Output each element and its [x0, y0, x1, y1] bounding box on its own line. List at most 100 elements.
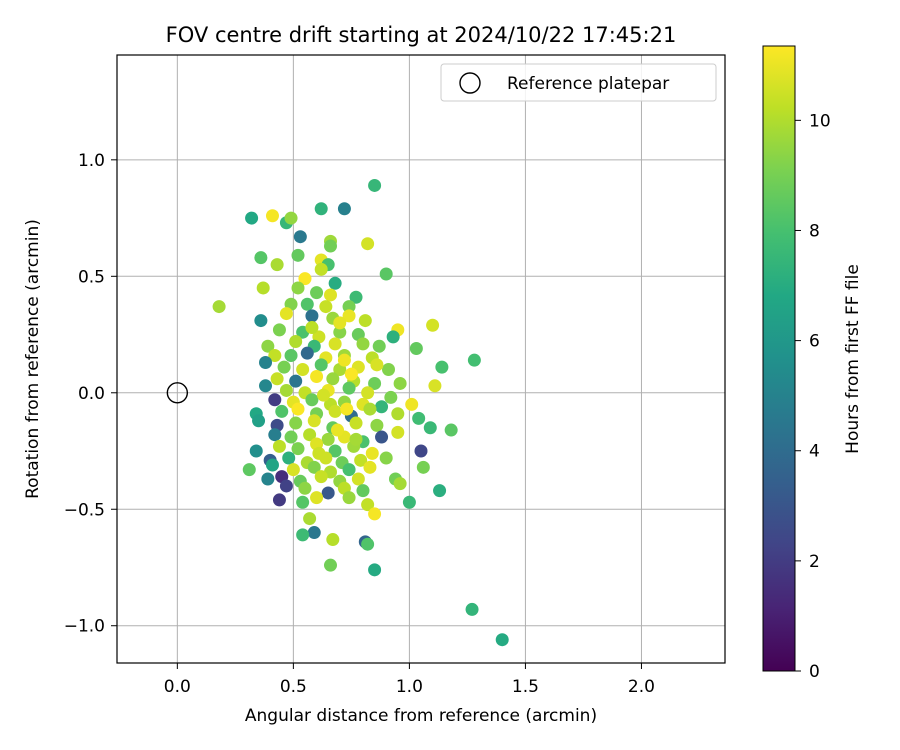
data-point	[363, 402, 377, 416]
data-point	[310, 369, 324, 383]
x-axis-label: Angular distance from reference (arcmin)	[245, 706, 597, 726]
grid	[117, 55, 725, 663]
x-tick-label: 2.0	[628, 677, 655, 697]
data-point	[495, 633, 509, 647]
data-point	[314, 202, 328, 216]
data-point	[259, 379, 273, 393]
data-point	[307, 460, 321, 474]
y-tick-label: 0.5	[78, 267, 105, 287]
data-point	[423, 421, 437, 435]
data-point	[300, 297, 314, 311]
y-tick-label: −1.0	[64, 617, 105, 637]
data-point	[467, 353, 481, 367]
data-point	[284, 430, 298, 444]
data-point	[291, 442, 305, 456]
data-point	[254, 314, 268, 328]
data-point	[368, 507, 382, 521]
data-point	[368, 563, 382, 577]
x-axis-ticks: 0.0 0.5 1.0 1.5 2.0	[164, 663, 655, 697]
y-tick-label: 0.0	[78, 384, 105, 404]
legend-label-reference: Reference platepar	[507, 74, 669, 94]
data-point	[365, 446, 379, 460]
colorbar-ticks: 0 2 4 6 8 10	[795, 111, 831, 682]
data-point	[319, 300, 333, 314]
data-points	[212, 178, 509, 647]
data-point	[298, 481, 312, 495]
colorbar-tick-label: 4	[809, 442, 820, 462]
data-point	[291, 402, 305, 416]
data-point	[291, 281, 305, 295]
data-point	[279, 479, 293, 493]
y-tick-label: −0.5	[64, 500, 105, 520]
data-point	[314, 262, 328, 276]
data-point	[342, 309, 356, 323]
data-point	[361, 237, 375, 251]
y-tick-label: 1.0	[78, 151, 105, 171]
data-point	[275, 404, 289, 418]
data-point	[277, 360, 291, 374]
data-point	[270, 258, 284, 272]
data-point	[296, 528, 310, 542]
data-point	[342, 300, 356, 314]
data-point	[375, 400, 389, 414]
data-point	[312, 446, 326, 460]
data-point	[428, 379, 442, 393]
legend: Reference platepar	[440, 63, 717, 102]
data-point	[303, 428, 317, 442]
data-point	[435, 360, 449, 374]
reference-marker	[166, 382, 189, 404]
data-point	[375, 430, 389, 444]
data-point	[317, 388, 331, 402]
data-point	[305, 321, 319, 335]
data-point	[358, 314, 372, 328]
data-point	[391, 407, 405, 421]
data-point	[261, 472, 275, 486]
colorbar-tick-label: 6	[809, 332, 820, 352]
data-point	[337, 202, 351, 216]
data-point	[426, 318, 440, 332]
data-point	[342, 491, 356, 505]
data-point	[268, 428, 282, 442]
reference-marker-layer	[166, 382, 189, 404]
data-point	[328, 337, 342, 351]
data-point	[212, 300, 226, 314]
data-point	[268, 393, 282, 407]
data-point	[286, 463, 300, 477]
data-point	[356, 337, 370, 351]
data-point	[279, 307, 293, 321]
data-point	[326, 372, 340, 386]
data-point	[402, 495, 416, 509]
colorbar-tick-label: 10	[809, 111, 831, 131]
data-point	[296, 362, 310, 376]
data-point	[393, 376, 407, 390]
x-tick-label: 1.0	[396, 677, 423, 697]
data-point	[272, 439, 286, 453]
data-point	[305, 309, 319, 323]
data-point	[328, 276, 342, 290]
data-point	[265, 209, 279, 223]
data-point	[314, 358, 328, 372]
data-point	[326, 533, 340, 547]
data-point	[270, 372, 284, 386]
data-point	[265, 458, 279, 472]
data-point	[289, 374, 303, 388]
data-point	[370, 358, 384, 372]
data-point	[323, 288, 337, 302]
data-point	[344, 367, 358, 381]
data-point	[351, 472, 365, 486]
colorbar-tick-label: 0	[809, 662, 820, 682]
data-point	[465, 602, 479, 616]
data-point	[310, 286, 324, 300]
data-point	[372, 339, 386, 353]
data-point	[282, 451, 296, 465]
data-point	[284, 211, 298, 225]
data-point	[242, 463, 256, 477]
data-point	[284, 349, 298, 363]
data-point	[342, 381, 356, 395]
data-point	[305, 393, 319, 407]
data-point	[252, 414, 266, 428]
data-point	[382, 362, 396, 376]
colorbar-label: Hours from first FF file	[843, 264, 863, 454]
data-point	[379, 451, 393, 465]
